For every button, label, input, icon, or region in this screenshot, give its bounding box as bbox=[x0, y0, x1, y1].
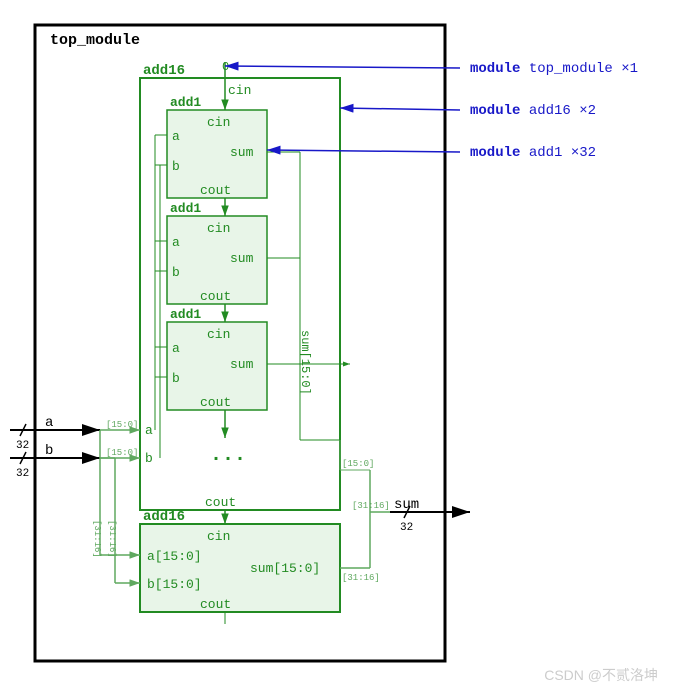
add1-cin: cin bbox=[207, 221, 230, 236]
add16-bot-b: b[15:0] bbox=[147, 577, 202, 592]
add1-block-0: add1 cin a b sum cout bbox=[155, 95, 300, 198]
add16-bot-cin: cin bbox=[207, 529, 230, 544]
annotation-text: add16 ×2 bbox=[520, 103, 596, 119]
add1-sum: sum bbox=[230, 251, 254, 266]
input-a-label: a bbox=[45, 415, 53, 431]
svg-text:module add1 ×32: module add1 ×32 bbox=[470, 145, 596, 161]
add1-b: b bbox=[172, 265, 180, 280]
output-sum-label: sum bbox=[394, 497, 419, 513]
a-lo-label: [15:0] bbox=[106, 420, 138, 430]
input-b-label: b bbox=[45, 443, 53, 459]
annotation-text: add1 ×32 bbox=[520, 145, 596, 161]
add1-b: b bbox=[172, 159, 180, 174]
add16-cin-label: cin bbox=[228, 83, 251, 98]
add1-sum: sum bbox=[230, 145, 254, 160]
add1-cin: cin bbox=[207, 115, 230, 130]
add16-bot-cout: cout bbox=[200, 597, 231, 612]
sum-bus-label: sum[15:0] bbox=[298, 330, 312, 395]
add1-label: add1 bbox=[170, 307, 201, 322]
sum-lo-bus-label: [15:0] bbox=[342, 459, 374, 469]
a-hi-label: [31:16] bbox=[92, 520, 102, 558]
svg-text:module top_module ×1: module top_module ×1 bbox=[470, 61, 638, 77]
add16-b-label: b bbox=[145, 451, 153, 466]
add1-label: add1 bbox=[170, 201, 201, 216]
annotation-text: top_module ×1 bbox=[520, 61, 638, 77]
add16-bottom-label: add16 bbox=[143, 509, 185, 525]
output-sum-width: 32 bbox=[400, 522, 413, 534]
add1-cout: cout bbox=[200, 183, 231, 198]
watermark: CSDN @不贰洛坤 bbox=[544, 665, 658, 685]
add16-bot-sum: sum[15:0] bbox=[250, 561, 320, 576]
input-a-width: 32 bbox=[16, 440, 29, 452]
add16-bot-a: a[15:0] bbox=[147, 549, 202, 564]
add1-cin: cin bbox=[207, 327, 230, 342]
add1-block-1: add1 cin a b sum cout bbox=[155, 201, 300, 304]
annotation-0: module top_module ×1 bbox=[225, 61, 638, 77]
svg-text:module add16 ×2: module add16 ×2 bbox=[470, 103, 596, 119]
add16-top-label: add16 bbox=[143, 63, 185, 79]
sum-hi-bus: [31:16] bbox=[352, 501, 390, 511]
add1-b: b bbox=[172, 371, 180, 386]
b-hi-label: [31:16] bbox=[107, 520, 117, 558]
annotation-1: module add16 ×2 bbox=[340, 103, 596, 119]
annotation-bold: module bbox=[470, 61, 520, 77]
add1-a: a bbox=[172, 235, 180, 250]
b-lo-label: [15:0] bbox=[106, 448, 138, 458]
add1-cout: cout bbox=[200, 395, 231, 410]
sum-hi-label: [31:16] bbox=[342, 573, 380, 583]
add1-label: add1 bbox=[170, 95, 201, 110]
add16-a-label: a bbox=[145, 423, 153, 438]
add1-sum: sum bbox=[230, 357, 254, 372]
top-module-title: top_module bbox=[50, 32, 140, 49]
add1-a: a bbox=[172, 341, 180, 356]
ellipsis: ... bbox=[210, 444, 246, 467]
add1-a: a bbox=[172, 129, 180, 144]
input-b-width: 32 bbox=[16, 468, 29, 480]
diagram-svg: top_module add16 0 cin add1 cin a b sum … bbox=[0, 0, 678, 693]
annotation-bold: module bbox=[470, 103, 520, 119]
annotation-bold: module bbox=[470, 145, 520, 161]
add1-block-2: add1 cin a b sum cout bbox=[155, 307, 350, 410]
add16-cout-label: cout bbox=[205, 495, 236, 510]
add1-cout: cout bbox=[200, 289, 231, 304]
annotation-2: module add1 ×32 bbox=[267, 145, 596, 161]
